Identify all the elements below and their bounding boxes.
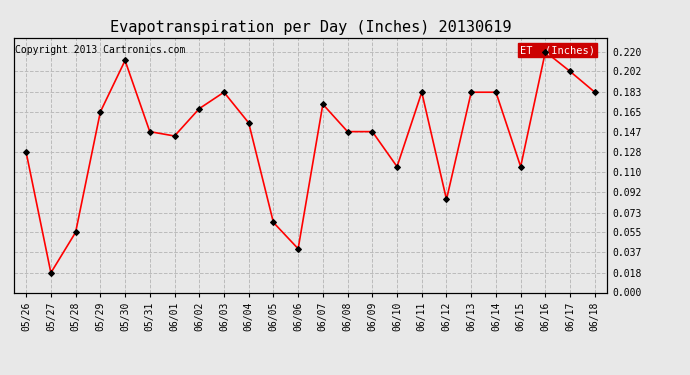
Point [144, 129, 155, 135]
Point [21, 149, 32, 155]
Point [342, 129, 353, 135]
Point [268, 219, 279, 225]
Point [169, 133, 180, 139]
Point [540, 49, 551, 55]
Point [243, 120, 254, 126]
Point [194, 106, 205, 112]
Text: Copyright 2013 Cartronics.com: Copyright 2013 Cartronics.com [15, 45, 186, 55]
Point [416, 89, 427, 95]
Point [317, 101, 328, 107]
Point [219, 89, 230, 95]
Point [391, 164, 402, 170]
Point [293, 246, 304, 252]
Point [589, 89, 600, 95]
Point [441, 196, 452, 202]
Point [466, 89, 477, 95]
Point [70, 229, 81, 235]
Text: ET  (Inches): ET (Inches) [520, 45, 595, 55]
Point [515, 164, 526, 170]
Point [46, 270, 57, 276]
Point [95, 109, 106, 115]
Title: Evapotranspiration per Day (Inches) 20130619: Evapotranspiration per Day (Inches) 2013… [110, 20, 511, 35]
Point [119, 57, 130, 63]
Point [491, 89, 502, 95]
Point [564, 68, 575, 74]
Point [367, 129, 378, 135]
